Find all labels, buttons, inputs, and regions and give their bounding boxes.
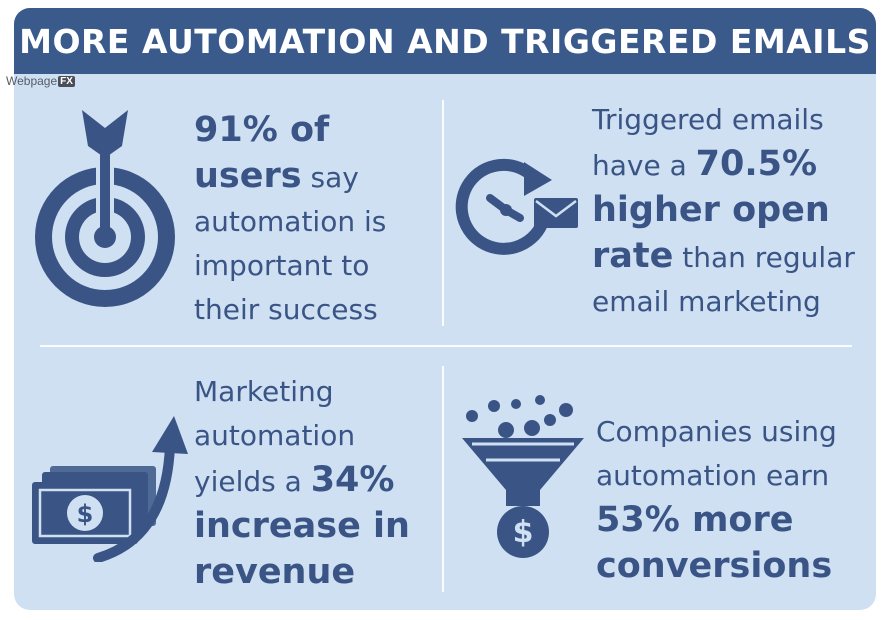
header-banner: MORE AUTOMATION AND TRIGGERED EMAILS [14,8,876,74]
svg-text:$: $ [513,515,534,550]
clock-email-icon [455,158,578,255]
target-arrow-icon [35,110,175,307]
stat-revenue-increase: Marketing automation yields a 34% increa… [194,375,410,592]
horizontal-divider [40,345,852,347]
money-growth-icon: $ [32,416,188,562]
stat-conversions: Companies using automation earn 53% more… [596,415,837,586]
infographic-card: MORE AUTOMATION AND TRIGGERED EMAILS 91%… [14,8,876,610]
svg-text:$: $ [77,500,94,528]
brand-suffix: FX [58,75,75,87]
brand-name: Webpage [6,74,58,88]
page-title: MORE AUTOMATION AND TRIGGERED EMAILS [19,21,871,61]
funnel-dollar-icon: $ [462,395,584,558]
vertical-divider-top [442,100,444,326]
stat-automation-importance: 91% of users say automation is important… [194,110,387,326]
brand-logo: Webpage FX [6,74,75,88]
vertical-divider-bottom [442,366,444,592]
stat-triggered-emails: Triggered emails have a 70.5% higher ope… [592,103,855,318]
